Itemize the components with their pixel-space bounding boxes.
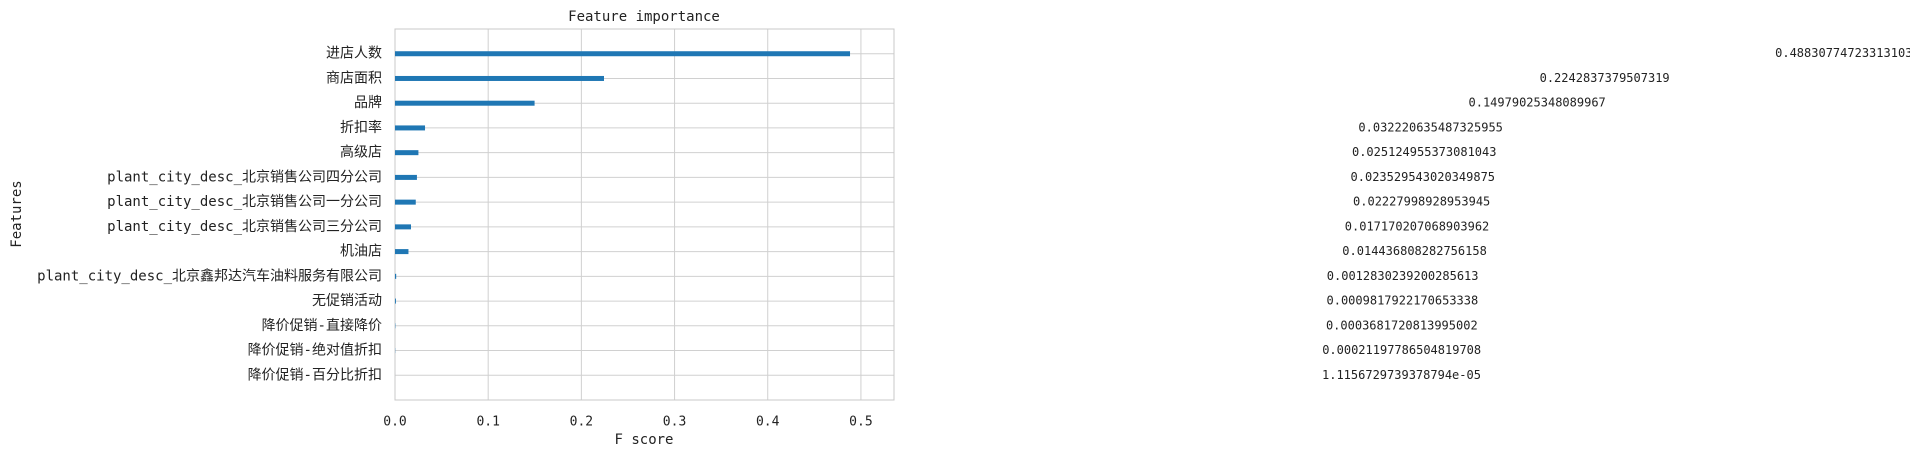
value-label: 0.0012830239200285613 (1327, 269, 1479, 283)
bar (395, 224, 411, 230)
value-label: 0.025124955373081043 (1352, 145, 1497, 159)
x-tick-label: 0.4 (756, 415, 780, 430)
chart-title: Feature importance (568, 9, 720, 25)
plot-frame (394, 28, 895, 401)
x-tick-label: 0.5 (849, 415, 872, 430)
y-tick-label: 折扣率 (340, 119, 382, 136)
value-label: 0.00021197786504819708 (1322, 343, 1481, 357)
value-label: 0.02227998928953945 (1353, 195, 1490, 209)
y-tick-label: plant_city_desc_北京销售公司三分公司 (107, 219, 382, 235)
y-tick-label: 降价促销-直接降价 (262, 317, 382, 334)
y-tick-label: plant_city_desc_北京销售公司四分公司 (107, 169, 382, 185)
y-tick-label: 商店面积 (326, 70, 382, 86)
bar (395, 150, 419, 156)
value-label: 0.032220635487325955 (1358, 120, 1503, 134)
x-tick-label: 0.2 (570, 415, 593, 430)
x-tick-label: 0.0 (383, 415, 406, 430)
x-tick-label: 0.1 (476, 415, 499, 430)
bar (395, 273, 397, 279)
bar (395, 51, 851, 57)
bar (395, 75, 604, 81)
value-label: 0.2242837379507319 (1540, 71, 1670, 85)
value-label: 0.017170207068903962 (1345, 219, 1490, 233)
value-label: 0.023529543020349875 (1351, 170, 1496, 184)
bar (395, 125, 426, 131)
y-tick-label: 高级店 (340, 144, 382, 161)
y-tick-label: plant_city_desc_北京鑫邦达汽车油料服务有限公司 (37, 267, 382, 284)
bar (395, 249, 409, 255)
bar (395, 100, 535, 106)
y-tick-label: 品牌 (354, 94, 382, 111)
bar (395, 174, 417, 180)
y-tick-label: 降价促销-百分比折扣 (248, 367, 382, 383)
y-axis-label: Features (9, 180, 25, 247)
value-label: 0.0009817922170653338 (1327, 294, 1479, 308)
value-label: 1.1156729739378794e-05 (1322, 368, 1481, 382)
value-label: 0.0003681720813995002 (1326, 318, 1478, 332)
x-axis-label: F score (614, 432, 673, 448)
value-label: 0.14979025348089967 (1469, 96, 1606, 110)
y-tick-label: 进店人数 (326, 46, 382, 62)
y-tick-label: plant_city_desc_北京销售公司一分公司 (107, 194, 382, 210)
x-tick-label: 0.3 (663, 415, 686, 430)
bar (395, 298, 396, 304)
y-tick-label: 降价促销-绝对值折扣 (248, 343, 382, 359)
value-label: 0.014436808282756158 (1342, 244, 1487, 258)
bar (395, 199, 416, 205)
y-tick-label: 无促销活动 (312, 293, 382, 309)
value-label: 0.48830774723313103 (1775, 46, 1910, 60)
y-tick-label: 机油店 (340, 244, 382, 260)
